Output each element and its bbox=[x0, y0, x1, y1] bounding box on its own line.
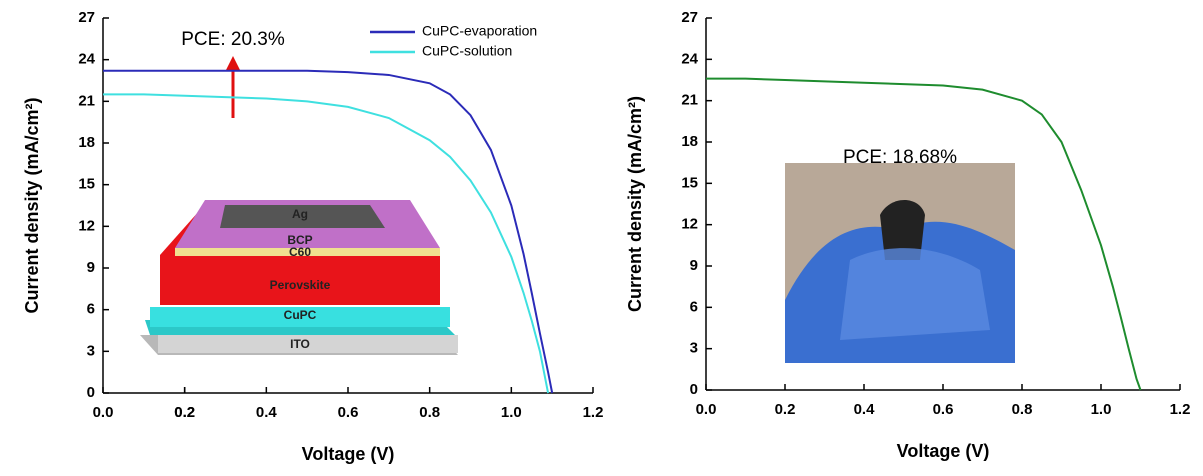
y-axis-label: Current density (mA/cm²) bbox=[22, 97, 42, 313]
pce-arrow bbox=[226, 56, 240, 118]
y-tick-label: 21 bbox=[681, 92, 698, 109]
y-tick-label: 3 bbox=[87, 342, 95, 359]
y-tick-label: 0 bbox=[87, 384, 95, 401]
layer-label: ITO bbox=[290, 337, 310, 351]
layer-label: Perovskite bbox=[270, 278, 331, 292]
y-tick-label: 6 bbox=[87, 301, 95, 318]
y-tick-label: 27 bbox=[681, 9, 698, 26]
y-tick-label: 9 bbox=[87, 259, 95, 276]
x-tick-label: 1.0 bbox=[1091, 401, 1112, 418]
y-axis-label: Current density (mA/cm²) bbox=[625, 96, 645, 312]
x-axis-label: Voltage (V) bbox=[897, 441, 990, 461]
layer-label: Ag bbox=[292, 207, 308, 221]
x-tick-label: 0.8 bbox=[1012, 401, 1033, 418]
y-tick-label: 27 bbox=[78, 9, 95, 26]
layer-label: C60 bbox=[289, 245, 311, 259]
y-tick-label: 24 bbox=[78, 51, 95, 68]
x-tick-label: 0.4 bbox=[256, 404, 278, 421]
x-tick-label: 0.6 bbox=[338, 404, 359, 421]
y-tick-label: 18 bbox=[681, 133, 698, 150]
x-tick-label: 0.6 bbox=[933, 401, 954, 418]
x-tick-label: 0.2 bbox=[775, 401, 796, 418]
y-tick-label: 21 bbox=[78, 92, 95, 109]
figure: Ag BCP C60 Perovskite CuPC ITO 0.0 0.2 0.4… bbox=[0, 0, 1203, 476]
layer-label: CuPC bbox=[284, 308, 317, 322]
x-tick-label: 0.0 bbox=[93, 404, 114, 421]
y-tick-label: 6 bbox=[690, 298, 698, 315]
annotation: PCE: 20.3% bbox=[181, 29, 285, 50]
legend-label: CuPC-solution bbox=[422, 43, 512, 59]
x-tick-label: 0.2 bbox=[174, 404, 195, 421]
y-tick-label: 18 bbox=[78, 134, 95, 151]
y-tick-label: 12 bbox=[681, 216, 698, 233]
photo-inset bbox=[785, 163, 1015, 363]
y-tick-label: 15 bbox=[78, 176, 95, 193]
x-axis-label: Voltage (V) bbox=[302, 444, 395, 464]
device-inset: Ag BCP C60 Perovskite CuPC ITO bbox=[140, 200, 458, 355]
y-tick-label: 9 bbox=[690, 257, 698, 274]
y-tick-label: 24 bbox=[681, 50, 698, 67]
x-tick-label: 1.0 bbox=[501, 404, 522, 421]
x-tick-label: 0.0 bbox=[696, 401, 717, 418]
y-tick-label: 0 bbox=[690, 381, 698, 398]
x-tick-label: 1.2 bbox=[1170, 401, 1191, 418]
y-tick-label: 12 bbox=[78, 217, 95, 234]
x-tick-label: 1.2 bbox=[583, 404, 604, 421]
x-tick-label: 0.8 bbox=[419, 404, 440, 421]
x-tick-label: 0.4 bbox=[854, 401, 876, 418]
y-tick-label: 3 bbox=[690, 340, 698, 357]
y-tick-label: 15 bbox=[681, 174, 698, 191]
legend-label: CuPC-evaporation bbox=[422, 23, 537, 39]
annotation: PCE: 18.68% bbox=[843, 147, 957, 168]
